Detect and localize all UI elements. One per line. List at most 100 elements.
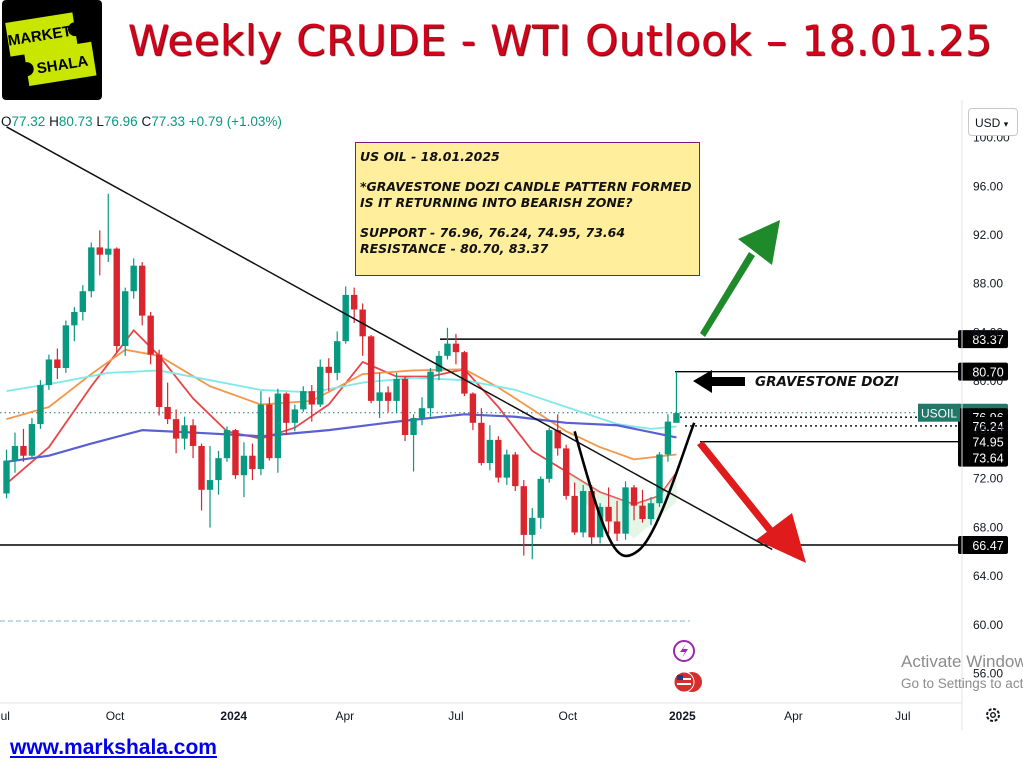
open-label: O: [1, 114, 12, 129]
candle-body: [11, 445, 19, 461]
time-tick-label: Jul: [448, 709, 463, 723]
candle-body: [334, 341, 341, 373]
candle-body: [435, 355, 443, 372]
watermark-line2: Go to Settings to activate Windows.: [901, 676, 1023, 691]
candle-body: [376, 392, 383, 401]
candle-body: [189, 425, 197, 446]
candle-body: [181, 425, 188, 439]
time-tick-label: Jul: [0, 709, 10, 723]
candle-body: [164, 406, 171, 420]
candle-body: [427, 371, 434, 409]
candle-body: [410, 417, 417, 435]
overlay-drawings-layer: GRAVESTONE DOZI: [6, 126, 899, 693]
price-tick-label: 92.00: [973, 228, 1003, 242]
candle-body: [613, 521, 621, 534]
note-line-resistance: RESISTANCE - 80.70, 83.37: [360, 241, 549, 256]
price-tick-label: 60.00: [973, 618, 1003, 632]
analysis-note: US OIL - 18.01.2025 *GRAVESTONE DOZI CAN…: [355, 142, 700, 276]
candle-body: [317, 366, 324, 405]
page-title: Weekly CRUDE - WTI Outlook – 18.01.25: [127, 16, 993, 65]
moving-averages-layer: [5, 329, 678, 539]
candle-body: [461, 352, 468, 394]
candle-body: [664, 421, 672, 455]
candle-body: [249, 455, 256, 470]
candle-body: [656, 454, 663, 504]
price-level-tag: [958, 416, 1008, 435]
candle-body: [342, 294, 349, 342]
candle-body: [308, 391, 315, 405]
candle-body: [240, 455, 248, 476]
candle-body: [147, 315, 154, 355]
pattern-shaded-area: [566, 471, 677, 539]
time-axis[interactable]: Jul Oct 2024 Apr Jul Oct 2025 Apr Jul: [0, 702, 1000, 723]
low-value: 76.96: [103, 114, 138, 129]
price-level-tag-label: 76.24: [972, 420, 1003, 434]
candle-body: [113, 248, 120, 347]
open-value: 77.32: [11, 114, 46, 129]
time-tick-label: Oct: [559, 709, 578, 723]
time-tick-label: Apr: [336, 709, 355, 723]
candle-body: [571, 495, 578, 533]
price-tick-label: 88.00: [973, 277, 1003, 291]
price-tick-label: 64.00: [973, 569, 1003, 583]
price-level-tag: [958, 330, 1008, 349]
candle-body: [223, 430, 231, 459]
candle-body: [639, 505, 646, 520]
candle-body: [520, 486, 527, 535]
candle-body: [232, 430, 239, 476]
candle-body: [495, 439, 502, 478]
indicator-line: [6, 369, 677, 430]
candle-body: [3, 460, 10, 494]
candle-body: [105, 248, 112, 255]
candle-body: [28, 424, 36, 456]
candle-body: [206, 480, 214, 490]
currency-label: USD: [975, 116, 1001, 130]
price-tick-label: 68.00: [973, 520, 1003, 534]
candle-body: [512, 454, 519, 487]
candle-body: [88, 247, 95, 292]
price-level-tag: [958, 448, 1008, 467]
candle-body: [79, 291, 87, 312]
indicator-line: [5, 329, 678, 506]
note-line-support: SUPPORT - 76.96, 76.24, 74.95, 73.64: [360, 225, 626, 240]
candle-body: [452, 343, 460, 353]
lightning-icon: [680, 644, 688, 658]
candle-body: [384, 392, 392, 401]
candle-body: [605, 506, 612, 522]
price-tick-label: 72.00: [973, 472, 1003, 486]
candle-body: [562, 448, 570, 496]
activate-windows-watermark: Activate Windows Go to Settings to activ…: [901, 652, 1023, 691]
price-axis[interactable]: 56.00 60.00 64.00 68.00 72.00 76.00 80.00 84.00…: [961, 100, 1010, 730]
candle-body: [418, 408, 426, 418]
indicator-line: [6, 413, 677, 463]
website-link[interactable]: www.markshala.com: [10, 736, 217, 759]
price-tick-label: 76.00: [973, 423, 1003, 437]
candle-body: [325, 366, 332, 373]
note-line-title: US OIL - 18.01.2025: [360, 149, 500, 164]
price-tick-label: 96.00: [973, 179, 1003, 193]
candle-body: [138, 265, 146, 316]
settings-gear-icon[interactable]: [986, 708, 1000, 722]
candle-body: [486, 439, 494, 464]
candle-body: [291, 409, 299, 423]
currency-selector[interactable]: USD ▾: [968, 108, 1018, 136]
candle-body: [45, 359, 53, 386]
change-value: +0.79 (+1.03%): [188, 114, 282, 129]
high-label: H: [49, 114, 59, 129]
time-tick-label: 2024: [220, 709, 247, 723]
candlestick-chart[interactable]: 83.37 80.70 77.33 76.96 76.24 74.95 73.64 66.47…: [0, 100, 1023, 730]
note-line-question: IS IT RETURNING INTO BEARISH ZONE?: [360, 195, 633, 210]
candle-body: [579, 491, 587, 533]
price-level-tag-label: 80.70: [972, 366, 1003, 380]
candle-body: [71, 311, 78, 326]
descending-trendline: [6, 126, 773, 551]
price-tick-label: 80.00: [973, 374, 1003, 388]
candle-body: [469, 393, 477, 423]
ticker-tag-label: USOIL: [921, 407, 957, 421]
markshala-logo: MARKET SHALA: [2, 0, 102, 100]
candle-body: [367, 336, 375, 401]
candle-body: [215, 458, 222, 481]
candle-body: [54, 359, 61, 368]
pattern-pointer-arrow-icon: [693, 370, 745, 393]
candle-body: [393, 378, 400, 401]
